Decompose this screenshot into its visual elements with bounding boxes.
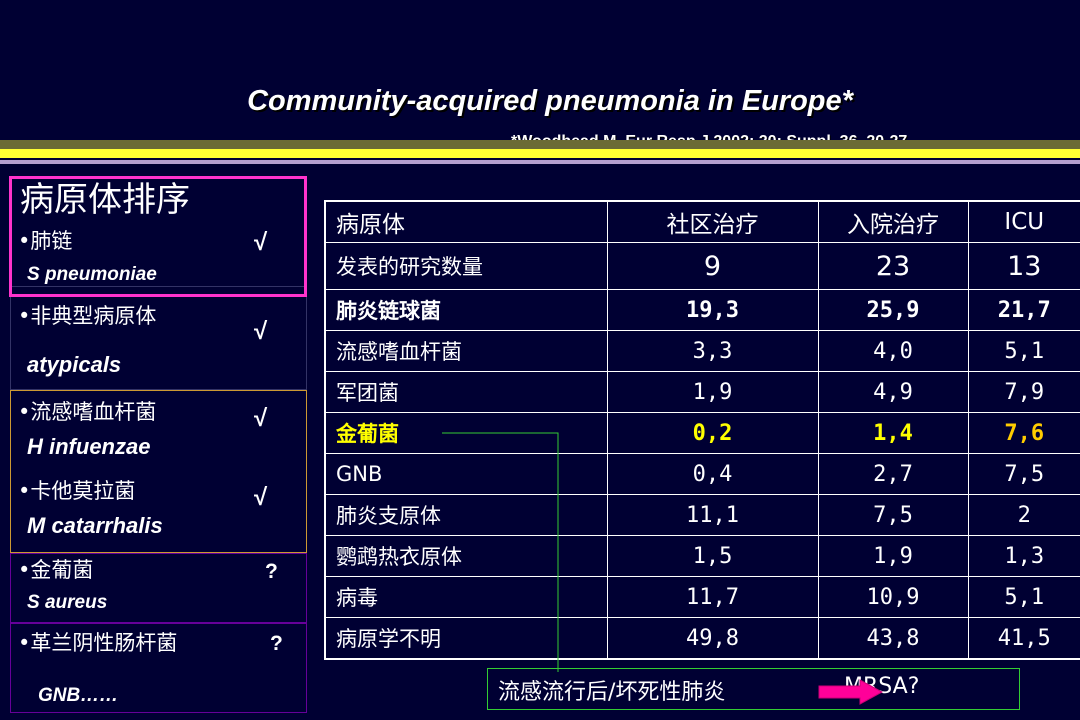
table-header-cell: 社区治疗 [606, 200, 819, 243]
table-cell: 5,1 [967, 576, 1080, 618]
table-header-cell: 入院治疗 [817, 200, 969, 243]
table-cell: 1,9 [817, 535, 969, 577]
check-icon: √ [254, 229, 268, 256]
table-cell: 1,9 [606, 371, 819, 413]
table-row: 鹦鹉热衣原体 1,5 1,9 1,3 [324, 535, 1080, 577]
check-icon: √ [254, 318, 268, 345]
table-cell: 0,2 [606, 412, 819, 454]
table-cell: 11,7 [606, 576, 819, 618]
pathogen-en-4: M catarrhalis [27, 513, 163, 538]
left-panel-heading: 病原体排序 [20, 180, 190, 220]
table-cell: 5,1 [967, 330, 1080, 372]
left-panel-box-purple-2 [10, 623, 307, 713]
table-cell: 1,4 [817, 412, 969, 454]
table-cell: 4,0 [817, 330, 969, 372]
table-cell: 1,5 [606, 535, 819, 577]
slide-title: Community-acquired pneumonia in Europe* [247, 85, 853, 117]
callout-box [487, 668, 1020, 710]
table-cell: 23 [817, 242, 969, 290]
table-row: 发表的研究数量 9 23 13 [324, 242, 1080, 290]
table-cell: 2 [967, 494, 1080, 536]
pathogen-cn-4: •卡他莫拉菌 [18, 479, 136, 503]
pathogen-en-6: GNB…… [38, 685, 119, 706]
table-cell-name: 军团菌 [324, 371, 608, 413]
table-row: 肺炎支原体 11,1 7,5 2 [324, 494, 1080, 536]
table-cell-name: 金葡菌 [324, 412, 608, 454]
table-cell-name: 发表的研究数量 [324, 242, 608, 290]
table-row: 流感嗜血杆菌 3,3 4,0 5,1 [324, 330, 1080, 372]
question-mark-icon: ? [265, 560, 278, 583]
table-cell: 21,7 [967, 289, 1080, 331]
pathogen-en-1: S pneumoniae [27, 264, 157, 285]
table-cell: 0,4 [606, 453, 819, 495]
table-cell-name: GNB [324, 453, 608, 495]
table-cell: 41,5 [967, 617, 1080, 660]
table-cell: 19,3 [606, 289, 819, 331]
table-cell: 43,8 [817, 617, 969, 660]
table-cell-name: 肺炎支原体 [324, 494, 608, 536]
pathogen-en-3: H infuenzae [27, 434, 151, 459]
pathogen-en-5: S aureus [27, 592, 108, 613]
divider-band-dark [0, 140, 1080, 149]
pathogen-cn-2: •非典型病原体 [18, 304, 157, 328]
table-cell-name: 流感嗜血杆菌 [324, 330, 608, 372]
table-cell-name: 鹦鹉热衣原体 [324, 535, 608, 577]
table-cell: 13 [967, 242, 1080, 290]
table-cell: 1,3 [967, 535, 1080, 577]
table-row: GNB 0,4 2,7 7,5 [324, 453, 1080, 495]
left-panel-box-purple-1 [10, 553, 307, 623]
table-header-cell: 病原体 [324, 200, 608, 243]
table-cell: 4,9 [817, 371, 969, 413]
divider-band-yellow [0, 149, 1080, 158]
table-cell-name: 肺炎链球菌 [324, 289, 608, 331]
divider-band-lavender [0, 160, 1080, 164]
pathogen-cn-3: •流感嗜血杆菌 [18, 400, 157, 424]
pathogen-en-2: atypicals [27, 352, 122, 377]
check-icon: √ [254, 405, 268, 432]
pathogen-cn-6: •革兰阴性肠杆菌 [18, 631, 178, 655]
table-cell-name: 病原学不明 [324, 617, 608, 660]
left-panel-box-dark [10, 286, 307, 390]
callout-text: 流感流行后/坏死性肺炎 [498, 680, 726, 705]
pathogen-cn-5: •金葡菌 [18, 558, 94, 582]
question-mark-icon: ? [270, 632, 283, 655]
table-cell: 3,3 [606, 330, 819, 372]
table-row: 病毒 11,7 10,9 5,1 [324, 576, 1080, 618]
table-header-row: 病原体 社区治疗 入院治疗 ICU [324, 200, 1080, 243]
table-cell: 25,9 [817, 289, 969, 331]
table-row: 军团菌 1,9 4,9 7,9 [324, 371, 1080, 413]
table-row: 肺炎链球菌 19,3 25,9 21,7 [324, 289, 1080, 331]
pathogen-cn-1: •肺链 [18, 229, 73, 253]
table-cell: 9 [606, 242, 819, 290]
table-cell-name: 病毒 [324, 576, 608, 618]
check-icon: √ [254, 484, 268, 511]
table-cell: 49,8 [606, 617, 819, 660]
table-header-cell: ICU [967, 200, 1080, 243]
table-cell: 2,7 [817, 453, 969, 495]
table-row: 病原学不明 49,8 43,8 41,5 [324, 617, 1080, 660]
table-cell: 7,5 [817, 494, 969, 536]
left-panel-highlight-box [9, 176, 307, 297]
left-panel-box-orange [10, 390, 307, 553]
table-cell: 10,9 [817, 576, 969, 618]
table-cell: 7,6 [967, 412, 1080, 454]
table-row-highlight: 金葡菌 0,2 1,4 7,6 [324, 412, 1080, 454]
table-cell: 11,1 [606, 494, 819, 536]
right-arrow-icon [818, 679, 884, 705]
table-cell: 7,9 [967, 371, 1080, 413]
table-cell: 7,5 [967, 453, 1080, 495]
pathogen-table: 病原体 社区治疗 入院治疗 ICU 发表的研究数量 9 23 13 肺炎链球菌 … [324, 200, 1080, 660]
